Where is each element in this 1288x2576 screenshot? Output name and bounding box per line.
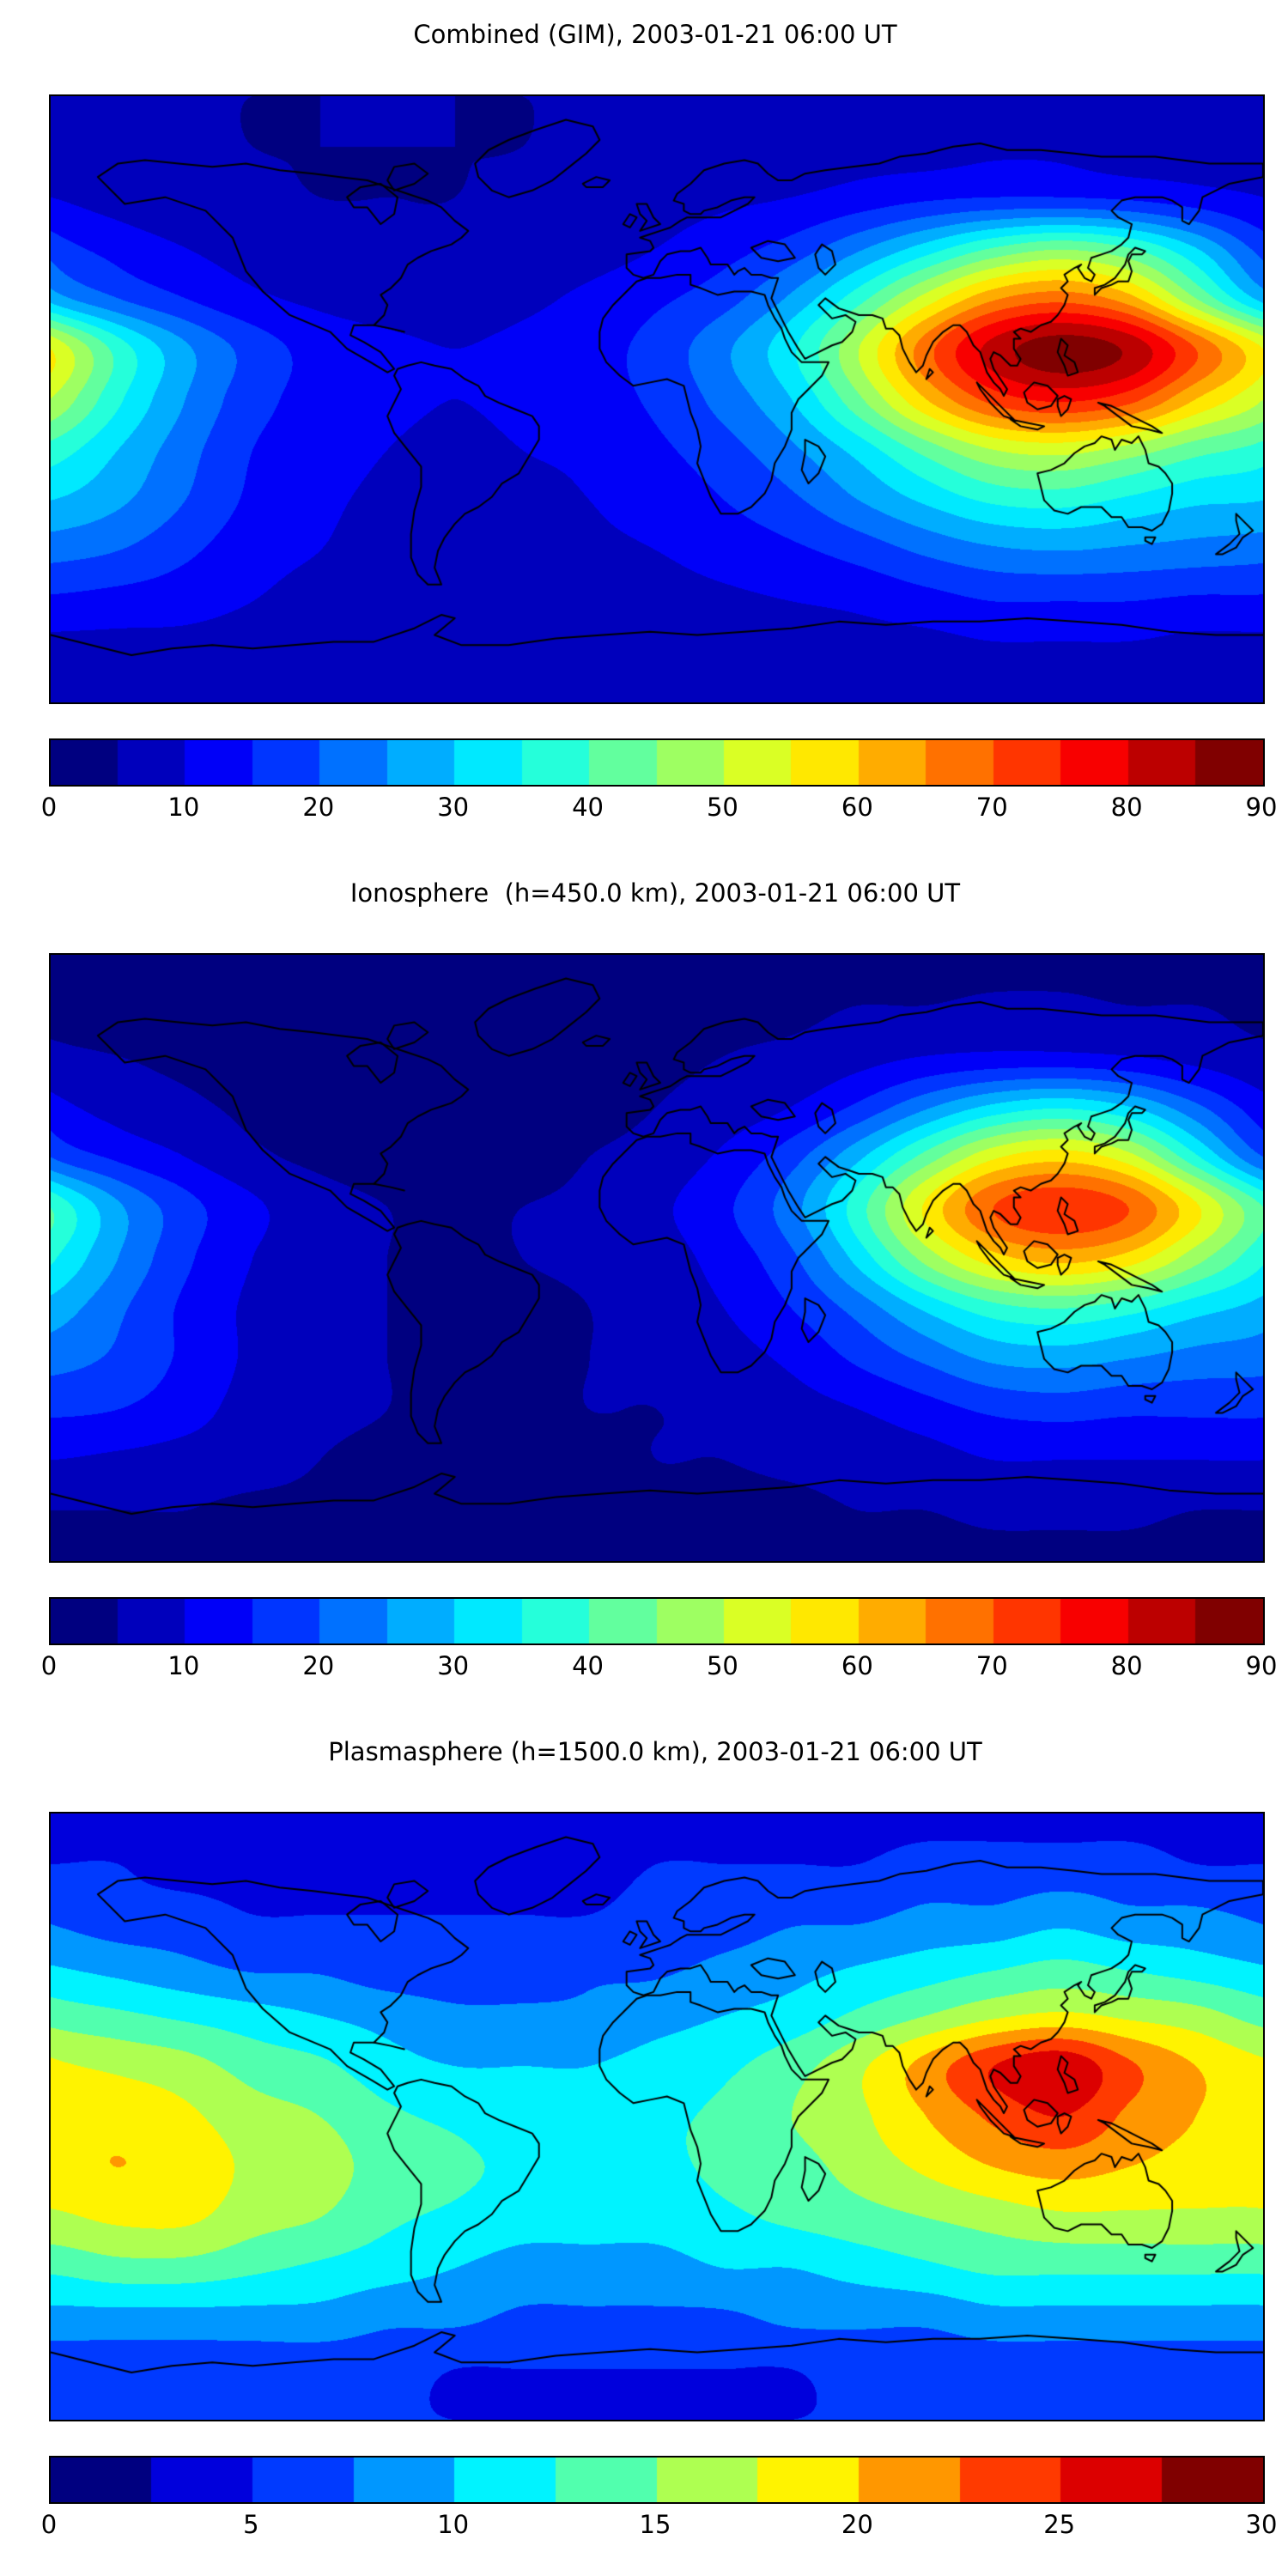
- colorbar-canvas-ionosphere: [51, 1599, 1263, 1643]
- colorbar-tick-label: 40: [572, 1651, 604, 1680]
- colorbar-tick-label: 80: [1110, 1651, 1143, 1680]
- colorbar-tick-label: 10: [167, 793, 200, 822]
- colorbar-tick-label: 0: [40, 793, 58, 822]
- colorbar-combined: [49, 738, 1265, 787]
- map-title-ionosphere: Ionosphere (h=450.0 km), 2003-01-21 06:0…: [349, 878, 961, 908]
- map-title-combined: Combined (GIM), 2003-01-21 06:00 UT: [413, 20, 897, 49]
- colorbar-tick-label: 90: [1245, 1651, 1278, 1680]
- colorbar-tick-label: 20: [302, 793, 335, 822]
- panel-combined: Combined (GIM), 2003-01-21 06:00 UT 0 10 2…: [0, 0, 1288, 859]
- map-title-plasmasphere: Plasmasphere (h=1500.0 km), 2003-01-21 0…: [328, 1737, 982, 1766]
- tec-map-canvas-ionosphere: [51, 955, 1263, 1561]
- colorbar-ionosphere: [49, 1597, 1265, 1645]
- colorbar-tick-label: 30: [437, 1651, 470, 1680]
- colorbar-tick-label: 90: [1245, 793, 1278, 822]
- colorbar-tick-label: 60: [841, 1651, 873, 1680]
- colorbar-tick-label: 25: [1043, 2510, 1076, 2539]
- colorbar-tick-label: 20: [302, 1651, 335, 1680]
- tec-map-canvas-plasmasphere: [51, 1814, 1263, 2420]
- colorbar-tick-label: 70: [975, 793, 1008, 822]
- colorbar-tick-label: 0: [40, 1651, 58, 1680]
- map-frame-plasmasphere: [49, 1812, 1265, 2421]
- colorbar-tick-label: 0: [40, 2510, 58, 2539]
- colorbar-tick-label: 20: [841, 2510, 873, 2539]
- panel-ionosphere: Ionosphere (h=450.0 km), 2003-01-21 06:0…: [0, 859, 1288, 1717]
- colorbar-tick-label: 30: [1245, 2510, 1278, 2539]
- colorbar-tick-label: 10: [167, 1651, 200, 1680]
- colorbar-tick-label: 60: [841, 793, 873, 822]
- colorbar-tick-label: 30: [437, 793, 470, 822]
- colorbar-tick-label: 80: [1110, 793, 1143, 822]
- colorbar-canvas-plasmasphere: [51, 2458, 1263, 2502]
- colorbar-tick-label: 10: [437, 2510, 470, 2539]
- colorbar-tick-label: 50: [706, 793, 738, 822]
- colorbar-ticks-ionosphere: 0 10 20 30 40 50 60 70 80 90: [41, 1650, 1278, 1685]
- colorbar-plasmasphere: [49, 2456, 1265, 2504]
- map-frame-ionosphere: [49, 953, 1265, 1563]
- colorbar-tick-label: 15: [639, 2510, 671, 2539]
- colorbar-ticks-combined: 0 10 20 30 40 50 60 70 80 90: [41, 792, 1278, 826]
- panel-plasmasphere: Plasmasphere (h=1500.0 km), 2003-01-21 0…: [0, 1717, 1288, 2576]
- colorbar-ticks-plasmasphere: 0 5 10 15 20 25 30: [41, 2509, 1278, 2543]
- colorbar-tick-label: 5: [243, 2510, 259, 2539]
- colorbar-canvas-combined: [51, 740, 1263, 785]
- tec-map-canvas-combined: [51, 96, 1263, 702]
- colorbar-tick-label: 50: [706, 1651, 738, 1680]
- map-frame-combined: [49, 94, 1265, 704]
- colorbar-tick-label: 40: [572, 793, 604, 822]
- colorbar-tick-label: 70: [975, 1651, 1008, 1680]
